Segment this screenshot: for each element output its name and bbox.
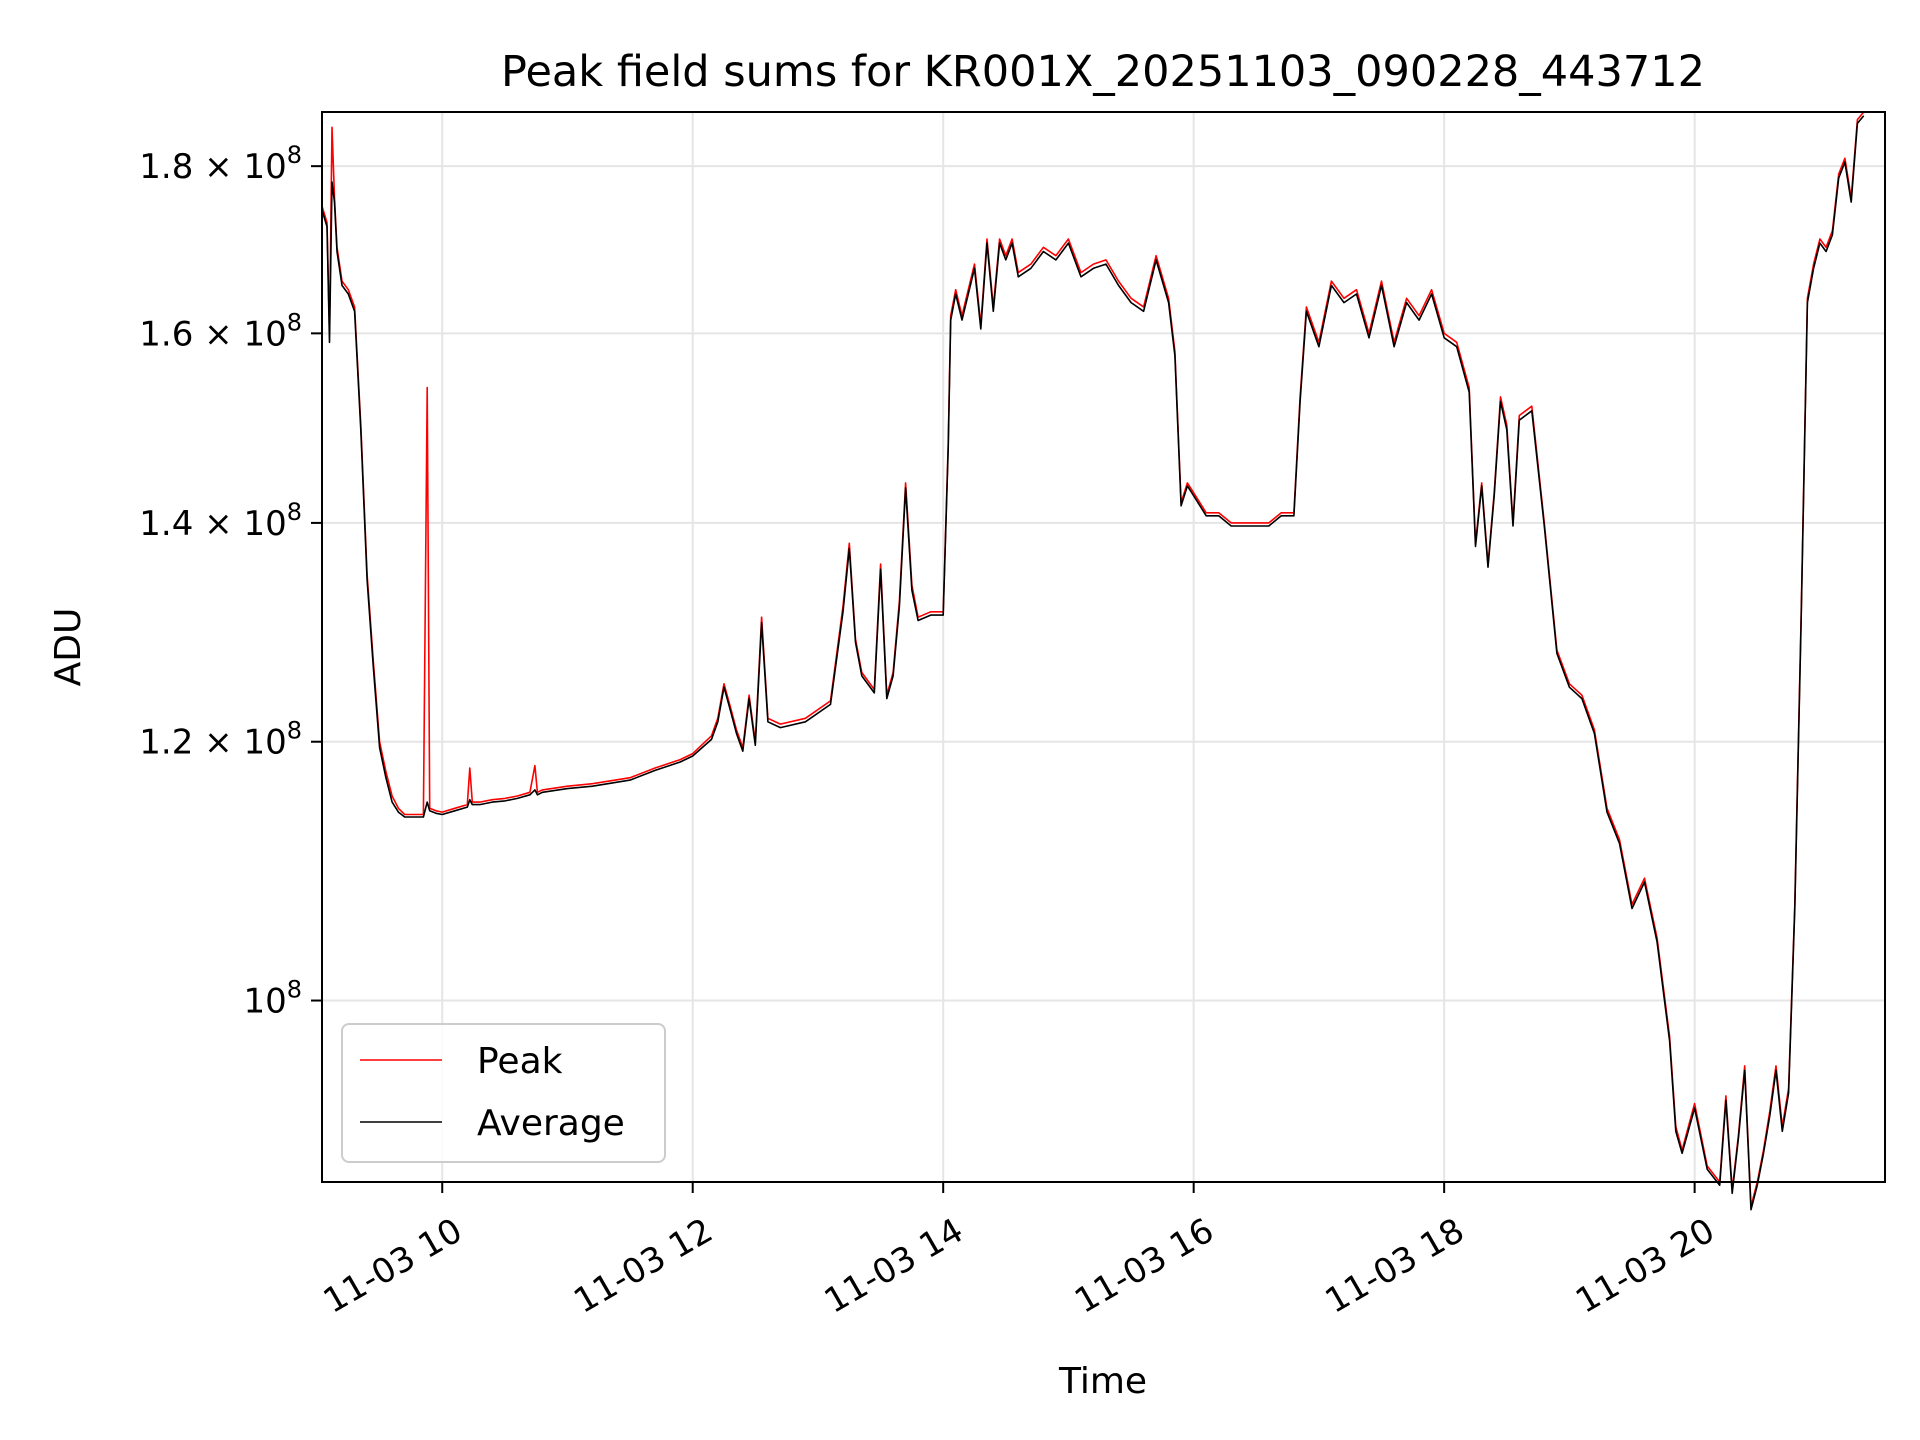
y-tick-label: 1.6 × 108 [139, 308, 302, 354]
legend-box [341, 1023, 666, 1163]
y-tick-label: 1.4 × 108 [139, 498, 302, 544]
legend-label-peak: Peak [477, 1041, 563, 1082]
plot-area [321, 111, 1886, 1183]
y-tick-label: 1.8 × 108 [139, 141, 302, 187]
y-tick-label-base: 1.8 × 10 [139, 147, 286, 187]
y-tick-label-exponent: 8 [287, 141, 302, 169]
y-tick-label-exponent: 8 [287, 308, 302, 336]
y-tick-label-base: 1.6 × 10 [139, 314, 286, 354]
y-tick-label-exponent: 8 [287, 498, 302, 526]
y-tick-label-base: 1.4 × 10 [139, 504, 286, 544]
series-line-average [321, 115, 1865, 1211]
grid [322, 112, 1885, 1182]
legend-label-average: Average [477, 1103, 625, 1144]
x-axis-label: Time [1058, 1361, 1147, 1402]
y-axis-label: ADU [48, 608, 89, 687]
series-layer [321, 111, 1865, 1211]
legend: Peak Average [341, 1023, 666, 1163]
chart-title: Peak field sums for KR001X_20251103_0902… [501, 47, 1705, 97]
y-tick-label: 1.2 × 108 [139, 717, 302, 763]
y-tick-label-base: 1.2 × 10 [139, 723, 286, 763]
y-tick-label-exponent: 8 [287, 976, 302, 1004]
y-tick-label-base: 10 [243, 982, 286, 1022]
y-tick-label-exponent: 8 [287, 717, 302, 745]
y-tick-label: 108 [243, 976, 302, 1022]
